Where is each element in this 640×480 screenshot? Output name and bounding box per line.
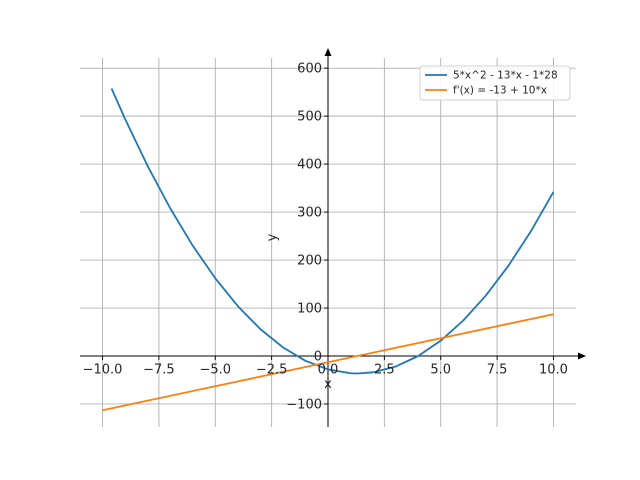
y-tick-label: 600: [297, 62, 322, 77]
x-tick-label: −7.5: [143, 362, 175, 377]
x-tick-label: 7.5: [487, 362, 508, 377]
legend: 5*x^2 - 13*x - 1*28 f'(x) = -13 + 10*x: [420, 66, 570, 100]
legend-entry: 5*x^2 - 13*x - 1*28: [453, 70, 558, 82]
y-tick-label: 300: [297, 206, 322, 221]
y-axis-arrow: [325, 48, 332, 56]
tick-labels: −10.0 −7.5 −5.0 −2.5 0.0 2.5 5.0 7.5 10.0 −100 0 10…: [83, 62, 568, 413]
y-tick-label: 100: [297, 302, 322, 317]
x-tick-label: 10.0: [539, 362, 568, 377]
legend-entry: f'(x) = -13 + 10*x: [453, 85, 547, 97]
y-tick-label: −100: [286, 397, 322, 412]
series-line-1: [112, 88, 554, 373]
y-tick-label: 500: [297, 110, 322, 125]
y-tick-label: 400: [297, 158, 322, 173]
x-tick-label: 0.0: [318, 362, 339, 377]
x-axis-label: x: [324, 377, 332, 392]
y-tick-label: 200: [297, 254, 322, 269]
x-tick-label: 5.0: [430, 362, 451, 377]
y-axis-label: y: [265, 233, 280, 241]
x-tick-label: 2.5: [374, 362, 395, 377]
x-tick-label: −5.0: [199, 362, 231, 377]
y-tick-label: 0: [314, 349, 322, 364]
x-axis-arrow: [578, 352, 586, 359]
x-tick-label: −2.5: [256, 362, 288, 377]
x-tick-label: −10.0: [83, 362, 123, 377]
